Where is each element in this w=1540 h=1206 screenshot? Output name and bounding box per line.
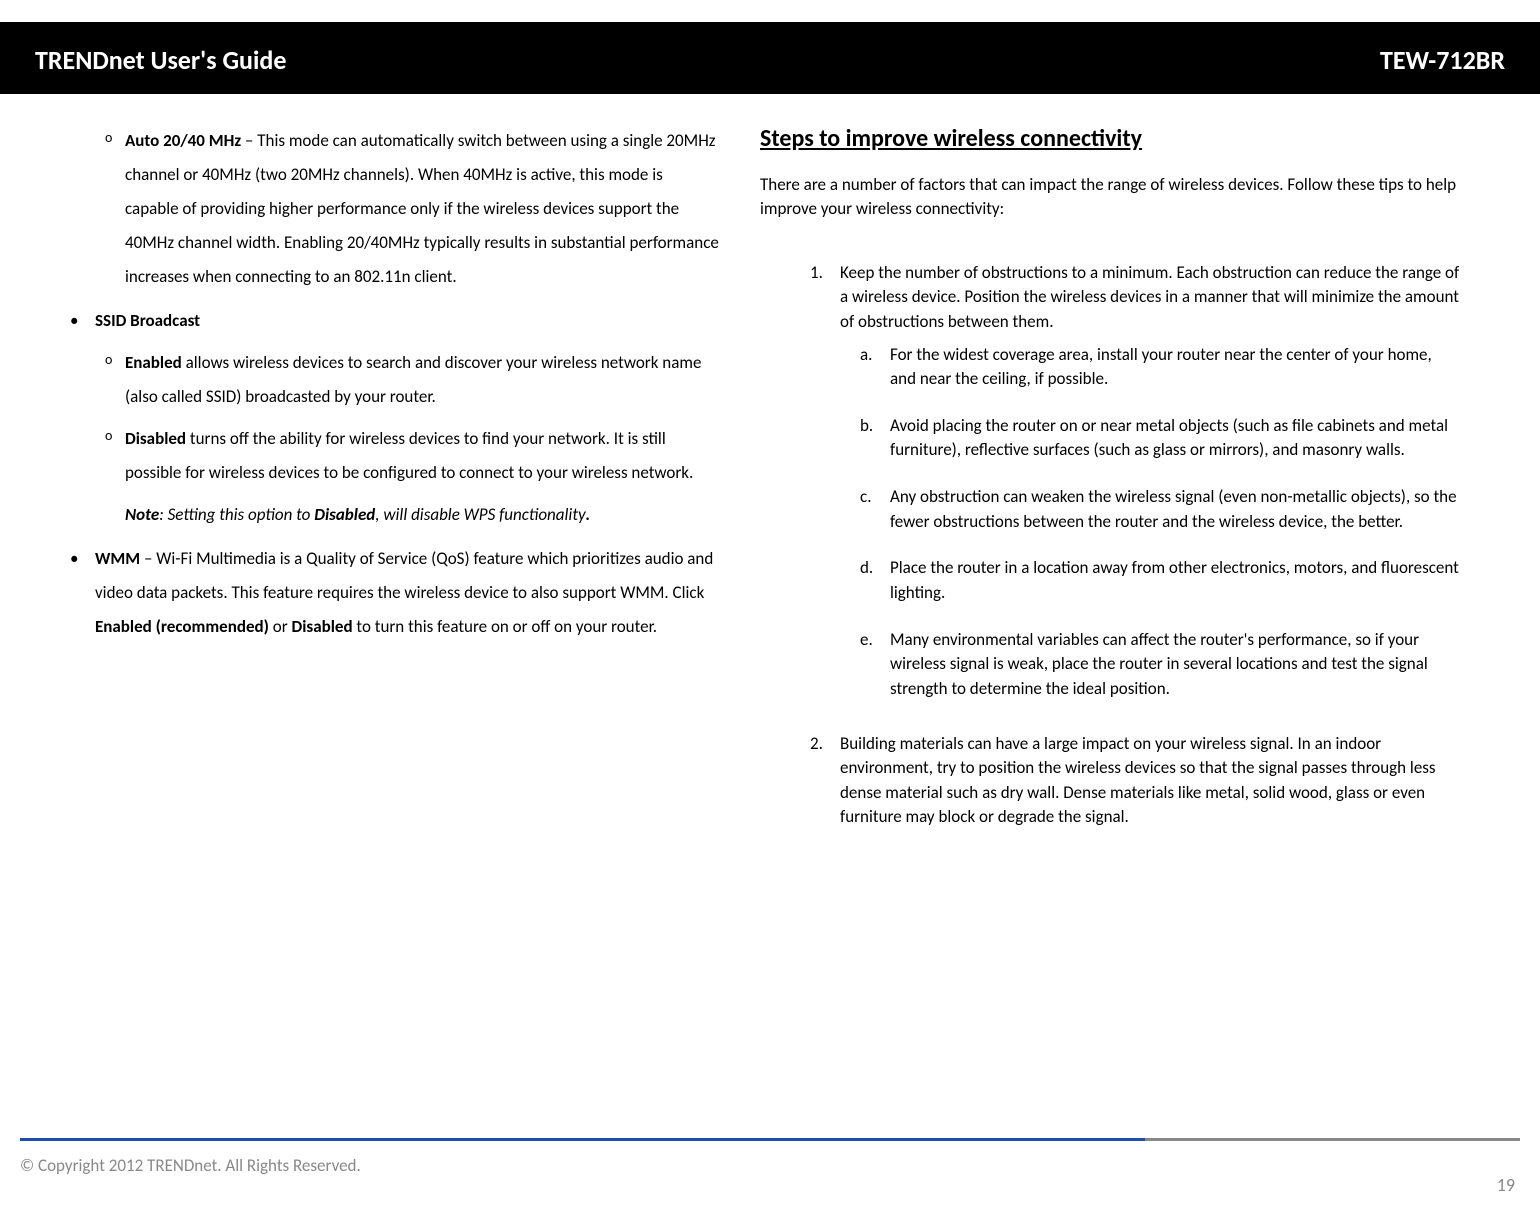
footer-divider [20, 1138, 1520, 1141]
letter-marker: e. [860, 628, 873, 653]
auto-mode-item: o Auto 20/40 MHz – This mode can automat… [40, 124, 720, 294]
wmm-label: WMM [95, 548, 140, 569]
circle-marker-icon: o [105, 124, 112, 152]
ssid-disabled-label: Disabled [125, 428, 186, 449]
intro-text: There are a number of factors that can i… [760, 173, 1460, 221]
ssid-disabled-item: o Disabled turns off the ability for wir… [40, 422, 720, 490]
ssid-note: Note: Setting this option to Disabled, w… [40, 498, 720, 532]
number-marker: 2. [810, 732, 823, 757]
auto-mode-label: Auto 20/40 MHz [125, 130, 241, 151]
number-marker: 1. [810, 261, 823, 286]
step-1a: a. For the widest coverage area, install… [760, 343, 1460, 392]
header-title-left: TRENDnet User's Guide [35, 44, 286, 76]
bullet-marker-icon: • [70, 542, 78, 576]
left-column: o Auto 20/40 MHz – This mode can automat… [20, 124, 720, 838]
ssid-disabled-text: Disabled turns off the ability for wirel… [125, 428, 693, 483]
auto-mode-text: Auto 20/40 MHz – This mode can automatic… [125, 130, 719, 287]
right-column: Steps to improve wireless connectivity T… [740, 124, 1460, 838]
ssid-heading: SSID Broadcast [95, 310, 200, 331]
bullet-marker-icon: • [70, 304, 78, 338]
circle-marker-icon: o [105, 346, 112, 374]
ssid-enabled-item: o Enabled allows wireless devices to sea… [40, 346, 720, 414]
letter-marker: a. [860, 343, 872, 368]
step-1d: d. Place the router in a location away f… [760, 556, 1460, 605]
step-1c: c. Any obstruction can weaken the wirele… [760, 485, 1460, 534]
step-1b: b. Avoid placing the router on or near m… [760, 414, 1460, 463]
step-1e: e. Many environmental variables can affe… [760, 628, 1460, 702]
letter-marker: c. [860, 485, 871, 510]
wmm-item: • WMM – Wi-Fi Multimedia is a Quality of… [40, 542, 720, 644]
circle-marker-icon: o [105, 422, 112, 450]
page-header: TRENDnet User's Guide TEW-712BR [0, 22, 1540, 94]
page-content: o Auto 20/40 MHz – This mode can automat… [0, 94, 1540, 838]
letter-marker: b. [860, 414, 873, 439]
step-1: 1. Keep the number of obstructions to a … [760, 261, 1460, 335]
ssid-enabled-text: Enabled allows wireless devices to searc… [125, 352, 701, 407]
letter-marker: d. [860, 556, 873, 581]
page-number: 19 [1497, 1174, 1515, 1196]
wmm-text: WMM – Wi-Fi Multimedia is a Quality of S… [95, 548, 713, 637]
step-2: 2. Building materials can have a large i… [760, 732, 1460, 831]
ssid-enabled-label: Enabled [125, 352, 182, 373]
footer-copyright: © Copyright 2012 TRENDnet. All Rights Re… [20, 1155, 361, 1176]
section-title: Steps to improve wireless connectivity [760, 124, 1460, 153]
ssid-broadcast-item: • SSID Broadcast [40, 304, 720, 338]
header-title-right: TEW-712BR [1380, 44, 1505, 76]
